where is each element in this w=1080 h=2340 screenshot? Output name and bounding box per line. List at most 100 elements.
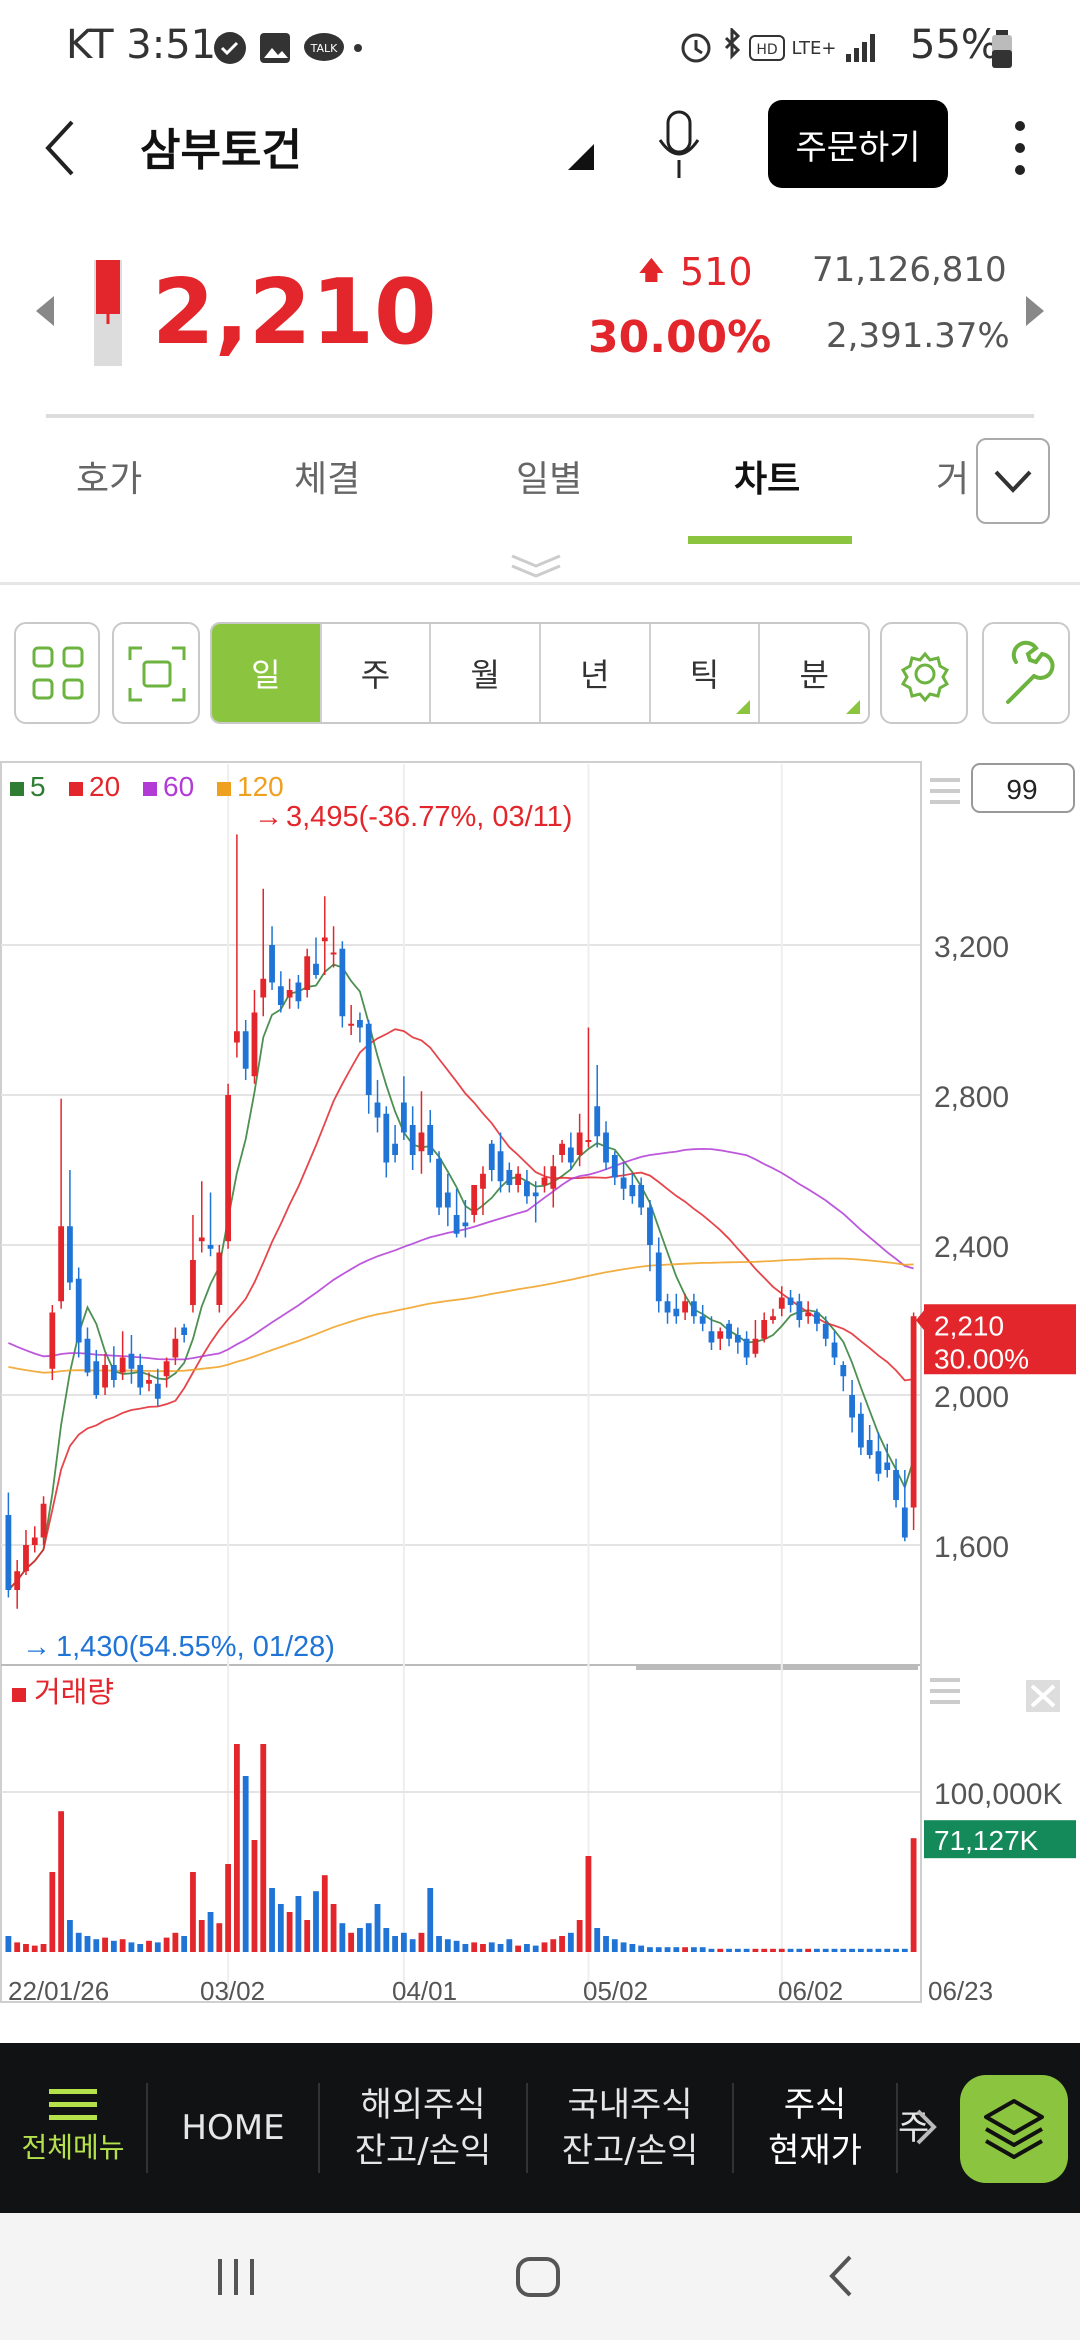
wrench-icon — [1006, 640, 1055, 704]
candle-body — [58, 1226, 65, 1302]
current-price-label — [924, 1304, 1076, 1375]
legend-label: 60 — [163, 771, 194, 802]
nav-current-price[interactable]: 주식 현재가 — [734, 2043, 896, 2213]
next-stock-icon[interactable] — [1024, 294, 1046, 328]
period-2[interactable]: 월 — [431, 624, 542, 722]
volume-bar — [699, 1947, 706, 1952]
volume-bar — [805, 1948, 812, 1952]
candle-body — [673, 1308, 680, 1317]
stock-title[interactable]: 삼부토건 — [140, 125, 302, 176]
legend-swatch — [217, 782, 231, 796]
back-arrow-icon[interactable] — [42, 118, 82, 178]
candle-body — [190, 1260, 196, 1305]
ma-line-60 — [8, 1147, 914, 1361]
tab-daily[interactable]: 일별 — [516, 459, 583, 500]
volume-bar — [190, 1872, 196, 1952]
more-options-icon[interactable] — [1008, 116, 1032, 180]
fullscreen-button[interactable] — [112, 622, 200, 724]
candle-body — [49, 1312, 56, 1369]
period-5[interactable]: 분 — [760, 624, 868, 722]
candle-body — [40, 1503, 47, 1538]
tab-orderbook[interactable]: 호가 — [76, 459, 143, 500]
volume-bar — [40, 1944, 47, 1952]
candle-body — [444, 1192, 451, 1208]
volume-bar — [357, 1928, 363, 1952]
stock-dropdown-icon[interactable] — [566, 142, 596, 172]
tab-expand-button[interactable] — [976, 438, 1050, 524]
chart-area[interactable]: 3,200 2,800 2,400 2,000 1,600 5 20 60 120 → 3,495(… — [0, 760, 1080, 2030]
nav-domestic-balance[interactable]: 국내주식 잔고/손익 — [528, 2043, 732, 2213]
legend-label: 5 — [30, 771, 46, 802]
volume-bar — [638, 1945, 645, 1952]
candle-body — [409, 1125, 416, 1155]
tab-chart[interactable]: 차트 — [734, 459, 801, 500]
nav-overseas-line2: 잔고/손익 — [354, 2131, 492, 2171]
chart-layout-button[interactable] — [14, 622, 100, 724]
volume-bar — [119, 1939, 126, 1952]
candle-body — [638, 1185, 645, 1208]
volume-bar — [497, 1944, 504, 1952]
all-menu-button[interactable]: 전체메뉴 — [0, 2043, 146, 2213]
bottom-navigation: 전체메뉴 HOME 해외주식 잔고/손익 국내주식 잔고/손익 주식 현재가 주 — [0, 2043, 1080, 2213]
volume-bar — [462, 1944, 469, 1952]
volume-bar — [110, 1940, 117, 1952]
microphone-icon[interactable] — [654, 110, 704, 182]
volume-bar — [717, 1948, 724, 1952]
candle-body — [752, 1338, 759, 1354]
recent-apps-icon[interactable] — [214, 2257, 258, 2297]
volume-bar — [84, 1936, 91, 1952]
chart-frame — [0, 761, 922, 2003]
candle-body — [427, 1125, 434, 1155]
volume-bar — [822, 1948, 829, 1952]
volume-bar — [304, 1920, 311, 1952]
order-button[interactable]: 주문하기 — [768, 100, 948, 188]
volume-bar — [233, 1744, 240, 1952]
volume-bar — [726, 1948, 732, 1952]
legend-swatch — [10, 782, 24, 796]
period-1[interactable]: 주 — [322, 624, 432, 722]
period-4[interactable]: 틱 — [651, 624, 761, 722]
candle-body — [453, 1215, 460, 1234]
nav-scroll-right-icon[interactable] — [914, 2107, 938, 2147]
tab-trades[interactable]: 체결 — [294, 459, 361, 500]
candle-body — [488, 1143, 495, 1170]
volume-bar — [14, 1942, 21, 1952]
volume-bar — [58, 1811, 65, 1952]
low-annotation: 1,430(54.55%, 01/28) — [56, 1631, 335, 1663]
volume-bar — [444, 1939, 451, 1952]
x-tick-label: 03/02 — [200, 1976, 265, 2006]
system-icons: HD LTE+ — [681, 28, 875, 63]
volume-rate: 2,391.37% — [826, 316, 1010, 356]
nav-home[interactable]: HOME — [148, 2043, 318, 2213]
volume-bar — [181, 1936, 188, 1952]
volume-bar — [585, 1856, 592, 1952]
ma-line-5 — [7, 963, 915, 1591]
y-tick-label: 2,800 — [934, 1081, 1009, 1114]
chart-settings-button[interactable] — [880, 622, 968, 724]
previous-stock-icon[interactable] — [34, 294, 56, 328]
nav-overseas-balance[interactable]: 해외주식 잔고/손익 — [320, 2043, 526, 2213]
candle-body — [559, 1143, 565, 1155]
period-3[interactable]: 년 — [541, 624, 651, 722]
pane-menu-icon — [930, 1689, 960, 1693]
tab-more[interactable]: 거 — [936, 459, 970, 500]
period-0[interactable]: 일 — [212, 624, 322, 722]
chart-tools-button[interactable] — [982, 622, 1070, 724]
candle-body — [778, 1297, 785, 1309]
layers-fab[interactable] — [960, 2075, 1068, 2183]
back-icon[interactable] — [826, 2253, 856, 2299]
volume-bar — [216, 1923, 223, 1952]
collapse-handle-icon[interactable] — [506, 552, 566, 582]
home-icon[interactable] — [514, 2255, 562, 2299]
volume-bar — [559, 1936, 565, 1952]
candle-body — [910, 1316, 917, 1508]
volume-bar — [23, 1944, 29, 1952]
candle-body — [330, 952, 337, 955]
nav-separator — [526, 2083, 528, 2173]
volume-bar — [884, 1948, 891, 1952]
candle-body — [770, 1316, 776, 1320]
candle-mini-icon — [94, 260, 122, 366]
x-tick-label: 04/01 — [392, 1976, 457, 2006]
